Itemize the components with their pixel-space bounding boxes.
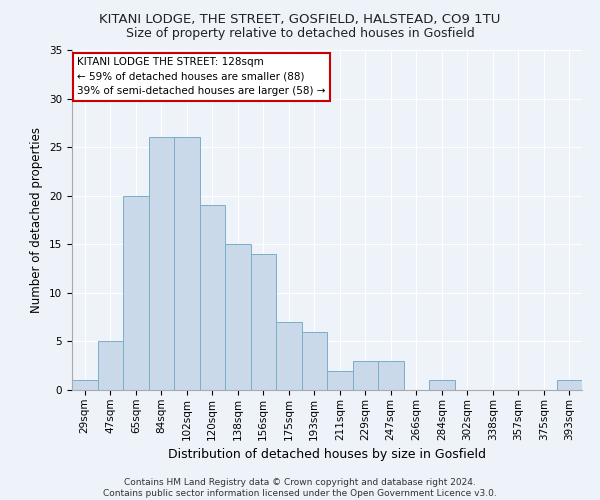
Text: Contains HM Land Registry data © Crown copyright and database right 2024.
Contai: Contains HM Land Registry data © Crown c…: [103, 478, 497, 498]
Bar: [302, 332, 327, 390]
Text: KITANI LODGE, THE STREET, GOSFIELD, HALSTEAD, CO9 1TU: KITANI LODGE, THE STREET, GOSFIELD, HALS…: [100, 12, 500, 26]
Bar: [225, 244, 251, 390]
Bar: [353, 361, 378, 390]
Bar: [251, 254, 276, 390]
Bar: [327, 370, 353, 390]
Bar: [276, 322, 302, 390]
Bar: [123, 196, 149, 390]
Bar: [97, 342, 123, 390]
Bar: [149, 138, 174, 390]
Y-axis label: Number of detached properties: Number of detached properties: [31, 127, 43, 313]
Text: KITANI LODGE THE STREET: 128sqm
← 59% of detached houses are smaller (88)
39% of: KITANI LODGE THE STREET: 128sqm ← 59% of…: [77, 57, 326, 96]
Bar: [378, 361, 404, 390]
Bar: [557, 380, 582, 390]
Text: Size of property relative to detached houses in Gosfield: Size of property relative to detached ho…: [125, 28, 475, 40]
Bar: [429, 380, 455, 390]
X-axis label: Distribution of detached houses by size in Gosfield: Distribution of detached houses by size …: [168, 448, 486, 461]
Bar: [199, 206, 225, 390]
Bar: [174, 138, 199, 390]
Bar: [72, 380, 97, 390]
